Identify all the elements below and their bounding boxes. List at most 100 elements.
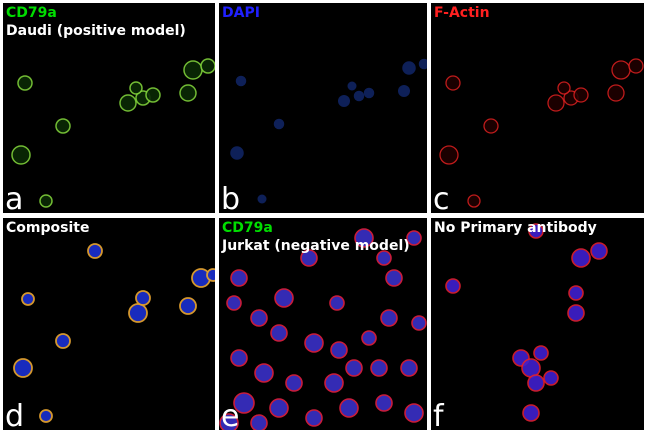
micrograph xyxy=(230,58,427,204)
panel-f-no-primary: No Primary antibody f xyxy=(431,218,644,430)
micrograph xyxy=(13,243,215,423)
cell xyxy=(439,145,459,165)
cell xyxy=(376,250,392,266)
cell xyxy=(571,248,591,268)
cell xyxy=(354,228,374,248)
panel-sublabel: Daudi (positive model) xyxy=(6,23,186,39)
cell xyxy=(380,309,398,327)
cell xyxy=(305,409,323,427)
cell xyxy=(183,60,203,80)
cell xyxy=(11,145,31,165)
cell xyxy=(361,330,377,346)
cell xyxy=(543,370,559,386)
cell xyxy=(402,61,416,75)
cell xyxy=(206,268,215,282)
cell xyxy=(285,374,303,392)
panel-label: CD79a xyxy=(6,5,57,21)
cell xyxy=(233,392,255,414)
cell xyxy=(129,81,143,95)
cell xyxy=(339,398,359,418)
cell xyxy=(145,87,161,103)
cell xyxy=(557,81,571,95)
cell xyxy=(329,295,345,311)
cell xyxy=(179,297,197,315)
cell xyxy=(250,309,268,327)
cell xyxy=(330,341,348,359)
cell xyxy=(445,75,461,91)
cell xyxy=(324,373,344,393)
cell xyxy=(400,359,418,377)
cell xyxy=(467,194,481,208)
cell xyxy=(128,303,148,323)
cell xyxy=(611,60,631,80)
cell xyxy=(257,194,267,204)
panel-label: No Primary antibody xyxy=(434,220,597,236)
cell xyxy=(273,118,285,130)
cell xyxy=(230,269,248,287)
cell xyxy=(527,374,545,392)
cell xyxy=(55,333,71,349)
cell xyxy=(119,94,137,112)
cell xyxy=(250,414,268,430)
panel-e-cd79a-jurkat: CD79a Jurkat (negative model) e xyxy=(219,218,427,430)
panel-label: F-Actin xyxy=(434,5,490,21)
cell xyxy=(404,403,424,423)
cell xyxy=(300,249,318,267)
cell xyxy=(628,58,644,74)
cell xyxy=(547,94,565,112)
cell xyxy=(573,87,589,103)
cell xyxy=(230,146,244,160)
cell xyxy=(353,90,365,102)
panel-letter: e xyxy=(221,399,240,431)
cell xyxy=(17,75,33,91)
panel-sublabel: Jurkat (negative model) xyxy=(222,238,410,254)
cell xyxy=(385,269,403,287)
cell xyxy=(483,118,499,134)
cell xyxy=(445,278,461,294)
panel-a-cd79a-daudi: CD79a Daudi (positive model) a xyxy=(3,3,215,213)
cell xyxy=(39,194,53,208)
panel-c-f-actin: F-Actin c xyxy=(431,3,644,213)
cell xyxy=(345,359,363,377)
cell xyxy=(607,84,625,102)
cell xyxy=(370,359,388,377)
cell xyxy=(338,95,350,107)
panel-label: CD79a xyxy=(222,220,273,236)
panel-letter: f xyxy=(433,399,444,431)
micrograph xyxy=(11,58,215,208)
cell xyxy=(135,290,151,306)
cell xyxy=(13,358,33,378)
cell xyxy=(179,84,197,102)
panel-letter: d xyxy=(5,399,25,431)
panel-d-composite: Composite d xyxy=(3,218,215,430)
cell xyxy=(375,394,393,412)
cell xyxy=(55,118,71,134)
cell xyxy=(274,288,294,308)
panel-letter: c xyxy=(433,182,450,214)
cell xyxy=(226,295,242,311)
cell xyxy=(522,404,540,422)
panel-label: DAPI xyxy=(222,5,260,21)
micrograph xyxy=(445,223,608,422)
cell xyxy=(230,349,248,367)
cell xyxy=(347,81,357,91)
cell xyxy=(254,363,274,383)
cell xyxy=(398,85,410,97)
cell xyxy=(568,285,584,301)
cell xyxy=(235,75,247,87)
cell xyxy=(21,292,35,306)
cell xyxy=(567,304,585,322)
cell xyxy=(406,230,422,246)
cell xyxy=(304,333,324,353)
cell xyxy=(411,315,427,331)
cell xyxy=(528,223,544,239)
cell xyxy=(200,58,215,74)
cell xyxy=(363,87,375,99)
micrograph xyxy=(219,228,427,430)
cell xyxy=(39,409,53,423)
panel-b-dapi: DAPI b xyxy=(219,3,427,213)
cell xyxy=(590,242,608,260)
panel-letter: b xyxy=(221,182,241,214)
cell xyxy=(87,243,103,259)
cell xyxy=(269,398,289,418)
